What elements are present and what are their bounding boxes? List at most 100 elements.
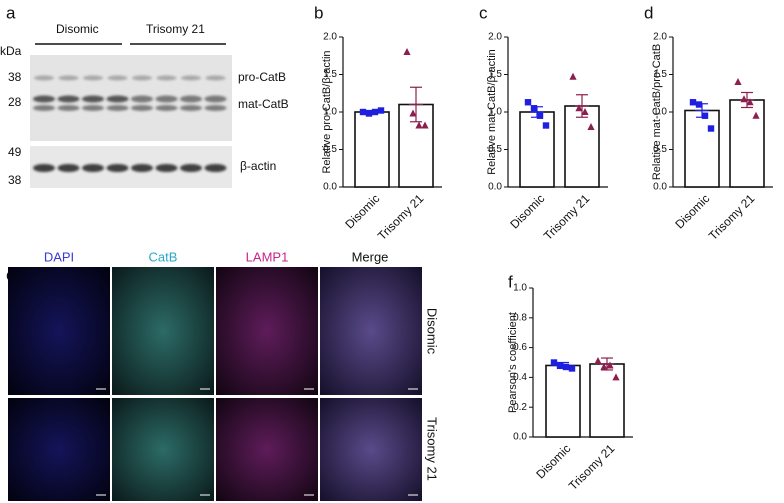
data-point xyxy=(701,112,709,119)
micrograph xyxy=(112,267,214,395)
data-point xyxy=(746,98,754,106)
band xyxy=(156,75,177,81)
y-tick-label: 0.0 xyxy=(513,432,527,443)
band xyxy=(180,164,202,172)
data-point xyxy=(524,99,532,106)
panel-label: b xyxy=(314,3,323,22)
data-point xyxy=(587,123,595,130)
data-point xyxy=(575,104,583,112)
data-point xyxy=(612,373,620,381)
x-tick-label: Disomic xyxy=(507,191,547,231)
y-tick-label: 0.8 xyxy=(513,312,527,323)
channel-label: Merge xyxy=(352,249,389,264)
y-tick-label: 0.5 xyxy=(653,144,667,155)
micrograph xyxy=(216,267,318,395)
data-point xyxy=(536,112,544,119)
band xyxy=(57,95,80,103)
band xyxy=(107,75,128,81)
micrograph xyxy=(216,398,318,501)
band xyxy=(131,105,153,111)
data-point xyxy=(359,108,367,116)
data-point xyxy=(594,357,602,365)
marker-label: 49 xyxy=(8,145,22,159)
data-point xyxy=(568,365,576,372)
band xyxy=(33,164,55,172)
band xyxy=(204,164,227,172)
panel-label: a xyxy=(6,3,16,22)
y-tick-label: 0.4 xyxy=(513,372,527,383)
data-point xyxy=(550,359,558,366)
y-axis-label: Relative pro-CatB/β-actin xyxy=(321,50,333,173)
row-label: Trisomy 21 xyxy=(425,417,440,481)
band xyxy=(34,75,54,81)
data-point xyxy=(530,105,538,112)
data-point xyxy=(409,109,417,117)
band xyxy=(132,75,152,81)
y-tick-label: 0.6 xyxy=(513,342,527,353)
bar xyxy=(589,363,625,438)
band-label: mat-CatB xyxy=(238,97,289,111)
x-tick-label: Trisomy 21 xyxy=(375,191,427,243)
x-tick-label: Disomic xyxy=(672,191,712,231)
group-label: Trisomy 21 xyxy=(146,22,205,36)
bands xyxy=(33,75,227,172)
band xyxy=(131,95,153,103)
bar xyxy=(564,105,600,188)
data-point xyxy=(556,362,564,369)
band xyxy=(83,75,103,81)
bar xyxy=(684,109,720,188)
band xyxy=(106,105,129,111)
channel-label: LAMP1 xyxy=(246,249,289,264)
data-point xyxy=(377,107,385,114)
y-tick-label: 1.0 xyxy=(488,107,502,118)
data-point xyxy=(403,48,411,55)
y-tick-label: 1.5 xyxy=(323,69,337,80)
marker-label: 28 xyxy=(8,95,22,109)
data-point xyxy=(695,101,703,108)
band xyxy=(33,105,55,111)
bar xyxy=(545,364,581,438)
data-point xyxy=(569,72,577,80)
micrograph xyxy=(112,398,214,501)
micrographs xyxy=(8,267,422,501)
y-axis-label: Relative mat-CatB/β-actin xyxy=(486,49,498,175)
band xyxy=(204,95,227,103)
band xyxy=(155,164,178,172)
data-point xyxy=(421,121,429,129)
y-tick-label: 0.0 xyxy=(323,182,337,193)
marker-label: 38 xyxy=(8,70,22,84)
band xyxy=(180,95,202,103)
band xyxy=(57,105,80,111)
y-tick-label: 0.0 xyxy=(488,182,502,193)
micrograph xyxy=(8,267,110,395)
panel-label: f xyxy=(508,272,513,291)
data-point xyxy=(606,361,614,369)
data-point xyxy=(542,122,550,129)
panel-label: c xyxy=(479,3,488,22)
bar xyxy=(729,99,765,188)
x-tick-label: Trisomy 21 xyxy=(566,441,618,493)
band-label: β-actin xyxy=(240,159,276,173)
data-point xyxy=(371,108,379,116)
y-tick-label: 1.0 xyxy=(653,107,667,118)
marker-label: 38 xyxy=(8,173,22,187)
data-point xyxy=(752,111,760,119)
band xyxy=(205,75,226,81)
data-point xyxy=(707,125,715,132)
band xyxy=(155,105,178,111)
data-point xyxy=(740,95,748,103)
data-point xyxy=(562,363,570,371)
data-point xyxy=(689,99,697,106)
y-tick-label: 2.0 xyxy=(653,32,667,43)
y-tick-label: 0.0 xyxy=(653,182,667,193)
band xyxy=(131,164,153,172)
band xyxy=(181,75,201,81)
data-point xyxy=(365,110,373,117)
band xyxy=(180,105,202,111)
bar xyxy=(354,111,390,188)
band xyxy=(33,95,55,103)
band xyxy=(106,95,129,103)
band xyxy=(82,95,104,103)
micrograph xyxy=(8,398,110,501)
data-point xyxy=(581,108,589,115)
